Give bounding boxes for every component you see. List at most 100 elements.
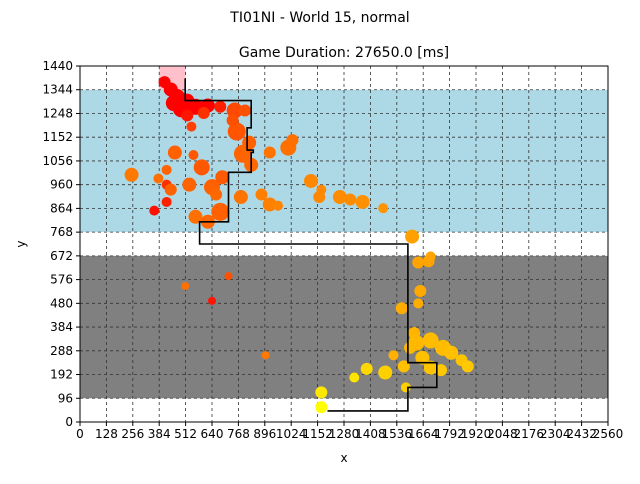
y-tick-label-13: 1248	[42, 106, 73, 120]
data-point-22	[167, 145, 182, 160]
data-point-26	[182, 177, 197, 192]
data-point-64	[415, 350, 430, 365]
x-tick-label-0: 0	[76, 427, 84, 441]
data-point-24	[188, 150, 199, 160]
x-tick-label-2: 256	[121, 427, 144, 441]
x-tick-label-19: 2432	[566, 427, 597, 441]
x-tick-label-5: 640	[201, 427, 224, 441]
data-point-67	[404, 341, 416, 354]
data-point-76	[224, 272, 233, 281]
data-point-61	[444, 345, 459, 360]
data-point-79	[261, 351, 270, 360]
data-point-74	[315, 386, 328, 399]
y-tick-label-10: 960	[50, 178, 73, 192]
data-point-63	[461, 360, 474, 373]
x-tick-label-20: 2560	[593, 427, 624, 441]
data-point-66	[434, 364, 447, 377]
data-point-56	[395, 302, 408, 315]
data-point-30	[210, 188, 223, 201]
x-tick-label-8: 1024	[276, 427, 307, 441]
data-point-21	[263, 146, 276, 159]
x-tick-label-17: 2176	[514, 427, 545, 441]
x-axis-label: x	[340, 451, 347, 465]
x-tick-label-14: 1792	[434, 427, 465, 441]
data-point-65	[423, 360, 438, 375]
data-point-70	[378, 365, 393, 380]
x-tick-label-4: 512	[174, 427, 197, 441]
data-point-37	[304, 173, 318, 188]
data-point-78	[208, 296, 216, 305]
x-tick-label-7: 896	[253, 427, 276, 441]
y-tick-label-2: 192	[50, 368, 73, 382]
data-point-69	[397, 360, 410, 373]
data-point-75	[315, 401, 328, 414]
figure-title: TI01NI - World 15, normal	[229, 10, 409, 26]
data-point-20	[286, 134, 299, 147]
data-point-29	[211, 202, 230, 221]
data-point-25	[193, 159, 210, 176]
data-point-51	[412, 256, 425, 269]
x-tick-label-10: 1280	[329, 427, 360, 441]
y-tick-label-11: 1056	[42, 154, 73, 168]
data-point-47	[164, 183, 177, 196]
x-tick-label-6: 768	[227, 427, 250, 441]
chart-title: Game Duration: 27650.0 [ms]	[239, 45, 449, 61]
y-tick-label-7: 672	[50, 249, 73, 263]
y-tick-label-1: 96	[58, 391, 73, 405]
data-point-50	[405, 229, 420, 244]
data-point-35	[262, 197, 277, 212]
data-point-44	[124, 167, 139, 182]
data-point-72	[349, 372, 360, 383]
data-point-49	[149, 205, 160, 216]
data-point-14	[227, 122, 246, 141]
y-tick-label-5: 480	[50, 296, 73, 310]
grid-lines	[79, 65, 609, 423]
data-point-33	[233, 190, 248, 205]
movement-path-layer	[184, 78, 438, 412]
y-axis-label: y	[14, 240, 28, 247]
data-point-45	[153, 173, 164, 184]
x-axis-ticks: 0 128 256 384 512 640 768 896 102411521280140815…	[76, 422, 623, 441]
data-point-68	[388, 350, 399, 361]
x-tick-label-18: 2304	[540, 427, 571, 441]
y-tick-label-6: 576	[50, 273, 73, 287]
data-point-9	[181, 109, 194, 122]
x-tick-label-15: 1920	[461, 427, 492, 441]
data-point-59	[422, 332, 439, 349]
data-point-71	[360, 362, 373, 375]
y-tick-label-15: 1440	[42, 59, 73, 73]
x-tick-label-13: 1664	[408, 427, 439, 441]
data-point-32	[188, 209, 203, 224]
x-tick-label-9: 1152	[302, 427, 333, 441]
y-tick-label-9: 864	[50, 201, 73, 215]
x-tick-label-11: 1408	[355, 427, 386, 441]
y-axis-ticks: 0 96 192 288 384 480 576 672 768 864 960 1056 1152 12…	[42, 59, 80, 429]
y-tick-label-4: 384	[50, 320, 73, 334]
y-tick-label-12: 1152	[42, 130, 73, 144]
y-tick-label-0: 0	[65, 415, 73, 429]
data-point-43	[378, 203, 389, 214]
data-point-42	[355, 194, 370, 209]
movement-path	[184, 78, 438, 412]
data-point-11	[186, 121, 197, 132]
x-tick-label-16: 2048	[487, 427, 518, 441]
data-point-23	[161, 164, 172, 175]
data-point-48	[161, 196, 172, 207]
data-point-13	[239, 104, 251, 117]
data-point-36	[273, 200, 283, 211]
data-point-40	[332, 190, 347, 205]
data-point-55	[413, 298, 424, 309]
data-point-53	[425, 251, 436, 262]
data-point-10	[197, 106, 210, 119]
x-tick-label-3: 384	[148, 427, 171, 441]
data-point-34	[255, 188, 268, 201]
data-point-77	[181, 282, 190, 291]
data-point-15	[226, 114, 239, 127]
data-point-12	[226, 102, 243, 119]
x-tick-label-12: 1536	[382, 427, 413, 441]
data-point-54	[414, 284, 427, 297]
y-tick-label-3: 288	[50, 344, 73, 358]
y-tick-label-14: 1344	[42, 83, 73, 97]
